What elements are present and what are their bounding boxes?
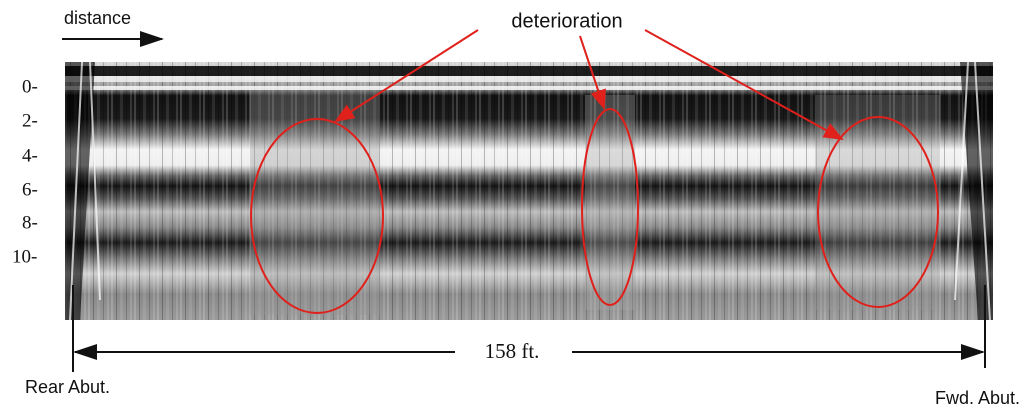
- depth-tick: 4-: [22, 145, 38, 166]
- direction-label: distance: [64, 8, 131, 28]
- depth-tick: 2-: [22, 110, 38, 131]
- rear-label: Rear Abut.: [25, 377, 110, 397]
- radargram: [65, 61, 993, 321]
- length-label: 158 ft.: [485, 339, 540, 363]
- depth-tick: 0-: [22, 76, 38, 97]
- callout-arrows: [334, 29, 844, 140]
- dimension-line: [72, 285, 986, 372]
- depth-axis: 0- 2- 4- 6- 8- 10-: [12, 76, 38, 267]
- zone-outlines: [250, 108, 939, 314]
- forward-label: Fwd. Abut.: [935, 388, 1020, 408]
- depth-tick: 6-: [22, 179, 38, 200]
- callout-label: deterioration: [511, 10, 622, 32]
- depth-tick: 8-: [22, 212, 38, 233]
- depth-tick: 10-: [12, 246, 37, 267]
